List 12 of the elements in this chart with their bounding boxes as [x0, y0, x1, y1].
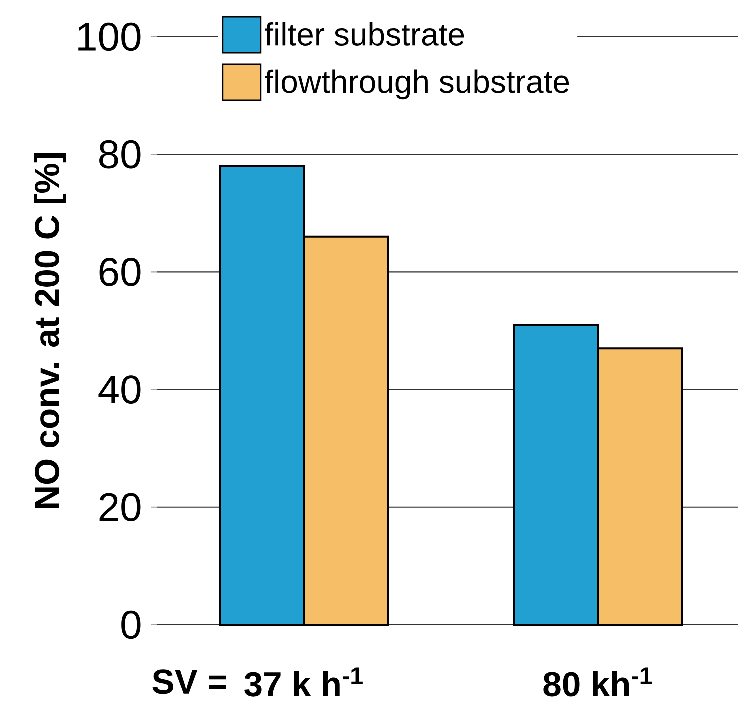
y-tick-label: 80 — [100, 140, 141, 169]
y-tick-label: 60 — [100, 258, 141, 286]
legend-label: flowthrough substrate — [265, 70, 570, 100]
y-tick-label: 40 — [98, 376, 141, 404]
x-axis-title: SV = — [152, 670, 226, 694]
y-tick-label: 20 — [100, 493, 141, 522]
y-tick-label: 0 — [122, 610, 141, 640]
y-axis-title: NO conv. at 200 C [%] — [34, 154, 66, 508]
y-tick-label: 100 — [78, 22, 141, 52]
x-tick-label: 37 k h$^{-1}$ — [244, 668, 363, 697]
x-tick-label: 80 kh$^{-1}$ — [544, 668, 652, 697]
legend-label: filter substrate — [265, 22, 464, 46]
